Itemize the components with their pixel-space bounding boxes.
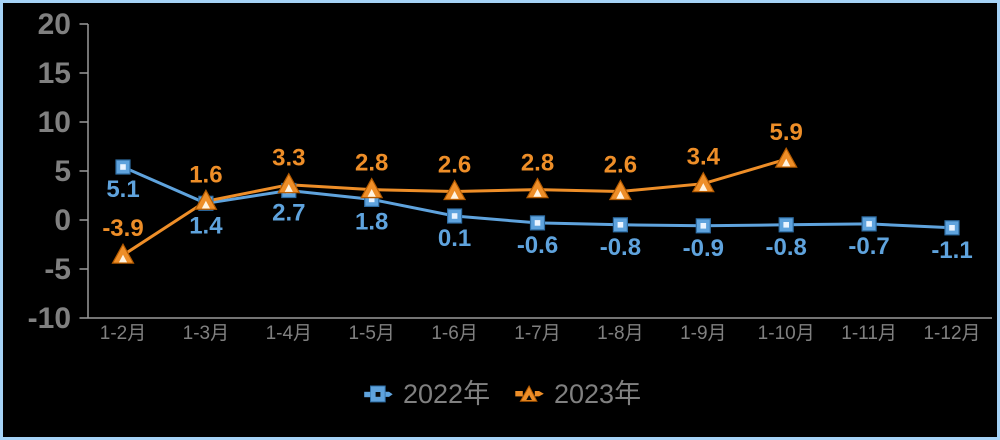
svg-text:3.3: 3.3: [272, 145, 305, 172]
svg-text:1-11月: 1-11月: [841, 323, 897, 344]
svg-text:2023年: 2023年: [554, 379, 641, 409]
svg-text:20: 20: [38, 8, 71, 41]
svg-text:-0.7: -0.7: [848, 233, 889, 260]
svg-text:2.8: 2.8: [355, 150, 388, 177]
svg-text:-0.8: -0.8: [766, 234, 807, 261]
svg-text:-0.6: -0.6: [517, 232, 558, 259]
svg-text:-0.9: -0.9: [683, 235, 724, 262]
svg-text:-1.1: -1.1: [931, 237, 972, 264]
svg-text:-0.8: -0.8: [600, 234, 641, 261]
svg-text:1-2月: 1-2月: [100, 323, 146, 344]
svg-text:1.4: 1.4: [189, 212, 223, 239]
svg-text:1-4月: 1-4月: [266, 323, 312, 344]
svg-text:1-9月: 1-9月: [680, 323, 726, 344]
svg-text:1-12月: 1-12月: [923, 323, 980, 344]
svg-text:1-6月: 1-6月: [431, 323, 477, 344]
svg-text:1-5月: 1-5月: [348, 323, 394, 344]
svg-text:0.1: 0.1: [438, 225, 471, 252]
svg-text:1-3月: 1-3月: [183, 323, 229, 344]
svg-text:-10: -10: [28, 302, 71, 335]
svg-text:2.6: 2.6: [438, 152, 471, 179]
svg-text:1-7月: 1-7月: [514, 323, 560, 344]
svg-text:2.6: 2.6: [604, 152, 637, 179]
svg-text:2022年: 2022年: [403, 379, 490, 409]
svg-text:0: 0: [54, 204, 71, 237]
svg-text:5.1: 5.1: [106, 176, 139, 203]
svg-text:15: 15: [38, 57, 71, 90]
svg-text:1.8: 1.8: [355, 208, 388, 235]
svg-text:1-8月: 1-8月: [597, 323, 643, 344]
svg-text:2.8: 2.8: [521, 150, 554, 177]
svg-text:1-10月: 1-10月: [758, 323, 815, 344]
svg-text:5: 5: [54, 155, 71, 188]
svg-text:5.9: 5.9: [770, 119, 803, 146]
svg-text:3.4: 3.4: [687, 144, 721, 171]
svg-text:10: 10: [38, 106, 71, 139]
svg-text:-3.9: -3.9: [102, 215, 143, 242]
svg-text:-5: -5: [44, 253, 71, 286]
svg-text:1.6: 1.6: [189, 161, 222, 188]
svg-text:2.7: 2.7: [272, 200, 305, 227]
